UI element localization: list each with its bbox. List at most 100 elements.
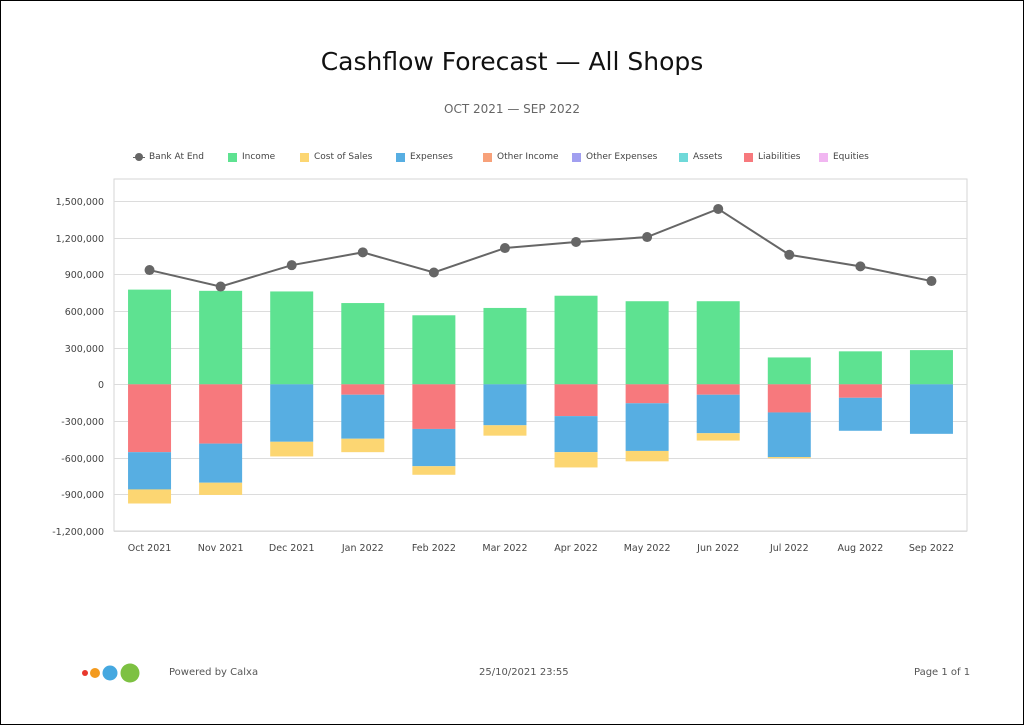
- bank-at-end-point: [784, 249, 795, 260]
- legend-swatch-icon: [483, 152, 492, 162]
- bar-liabilities: [838, 384, 882, 398]
- legend-item-other-expenses: Other Expenses: [572, 152, 679, 162]
- legend-item-equities: Equities: [819, 152, 879, 162]
- bar-liabilities: [554, 384, 598, 417]
- legend-item-other-income: Other Income: [483, 152, 572, 162]
- calxa-logo: [82, 663, 140, 683]
- legend-swatch-icon: [679, 152, 688, 162]
- bank-at-end-point: [926, 276, 937, 287]
- bar-income: [838, 351, 882, 385]
- legend-label: Other Expenses: [586, 152, 658, 162]
- bar-liabilities: [199, 384, 243, 444]
- bar-income: [128, 289, 172, 385]
- bar-income: [767, 357, 811, 385]
- bar-cost-of-sales: [767, 457, 811, 459]
- bank-at-end-point: [499, 243, 510, 254]
- y-tick-label: -300,000: [61, 417, 104, 428]
- bar-cost-of-sales: [554, 452, 598, 468]
- bar-liabilities: [625, 384, 669, 404]
- legend-swatch-icon: [572, 152, 581, 162]
- x-tick-label: Jan 2022: [341, 543, 384, 554]
- bank-at-end-point: [144, 265, 155, 276]
- x-tick-label: Mar 2022: [482, 543, 527, 554]
- bar-expenses: [909, 384, 953, 434]
- legend-label: Equities: [833, 152, 869, 162]
- legend-item-cost-of-sales: Cost of Sales: [300, 152, 396, 162]
- chart-legend: Bank At End Income Cost of Sales Expenses Ot…: [133, 152, 879, 162]
- y-tick-label: 600,000: [65, 307, 104, 318]
- legend-item-expenses: Expenses: [396, 152, 483, 162]
- bar-expenses: [412, 428, 456, 467]
- bar-income: [909, 350, 953, 385]
- bar-expenses: [625, 403, 669, 451]
- legend-label: Income: [242, 152, 276, 162]
- bank-at-end-point: [713, 203, 724, 214]
- bank-at-end-point: [571, 236, 582, 247]
- logo-dot-orange: [90, 668, 100, 678]
- x-tick-label: Feb 2022: [412, 543, 456, 554]
- bar-cost-of-sales: [199, 482, 243, 495]
- y-tick-label: 1,500,000: [56, 197, 104, 208]
- legend-label: Other Income: [497, 152, 559, 162]
- legend-label: Expenses: [410, 152, 453, 162]
- bar-cost-of-sales: [341, 438, 385, 453]
- y-tick-label: 1,200,000: [56, 234, 104, 245]
- bar-expenses: [554, 416, 598, 453]
- legend-swatch-icon: [228, 152, 237, 162]
- legend-swatch-icon: [396, 152, 405, 162]
- legend-item-income: Income: [228, 152, 300, 162]
- x-tick-label: Sep 2022: [909, 543, 954, 554]
- bar-cost-of-sales: [696, 433, 740, 441]
- bar-income: [696, 301, 740, 385]
- bar-expenses: [767, 412, 811, 458]
- bar-income: [554, 295, 598, 385]
- bar-income: [483, 307, 527, 385]
- x-tick-label: May 2022: [624, 543, 671, 554]
- bank-at-end-point: [428, 267, 439, 278]
- legend-item-assets: Assets: [679, 152, 744, 162]
- legend-label: Bank At End: [149, 152, 204, 162]
- bar-liabilities: [128, 384, 172, 453]
- bank-at-end-point: [215, 281, 226, 292]
- bar-expenses: [483, 384, 527, 426]
- x-tick-label: Oct 2021: [128, 543, 172, 554]
- bar-income: [625, 301, 669, 385]
- legend-label: Assets: [693, 152, 723, 162]
- bar-income: [412, 315, 456, 385]
- legend-label: Cost of Sales: [314, 152, 373, 162]
- x-tick-label: Jun 2022: [696, 543, 739, 554]
- x-tick-label: Apr 2022: [554, 543, 598, 554]
- bank-at-end-point: [286, 260, 297, 271]
- x-tick-label: Aug 2022: [838, 543, 884, 554]
- legend-label: Liabilities: [758, 152, 801, 162]
- report-timestamp: 25/10/2021 23:55: [479, 667, 569, 678]
- page-number: Page 1 of 1: [914, 667, 971, 678]
- bar-cost-of-sales: [625, 450, 669, 462]
- bar-cost-of-sales: [270, 441, 314, 457]
- legend-swatch-icon: [819, 152, 828, 162]
- bar-income: [199, 290, 243, 385]
- bar-liabilities: [696, 384, 740, 395]
- y-tick-label: 300,000: [65, 344, 104, 355]
- x-tick-label: Nov 2021: [198, 543, 244, 554]
- legend-item-liabilities: Liabilities: [744, 152, 819, 162]
- chart-subtitle: OCT 2021 — SEP 2022: [444, 102, 580, 116]
- bar-expenses: [270, 384, 314, 442]
- bar-expenses: [128, 452, 172, 490]
- logo-dot-green: [120, 663, 140, 683]
- bar-cost-of-sales: [483, 425, 527, 436]
- x-tick-label: Jul 2022: [769, 543, 809, 554]
- logo-dot-red: [82, 670, 88, 676]
- bar-liabilities: [412, 384, 456, 429]
- legend-item-bank-at-end: Bank At End: [133, 152, 228, 162]
- bar-income: [270, 291, 314, 385]
- bar-expenses: [838, 397, 882, 431]
- y-tick-label: 0: [98, 380, 104, 391]
- bank-at-end-point: [642, 232, 653, 243]
- logo-dot-blue: [102, 665, 118, 681]
- y-tick-label: -600,000: [61, 454, 104, 465]
- bar-liabilities: [767, 384, 811, 413]
- bank-at-end-point: [855, 261, 866, 272]
- x-tick-label: Dec 2021: [269, 543, 315, 554]
